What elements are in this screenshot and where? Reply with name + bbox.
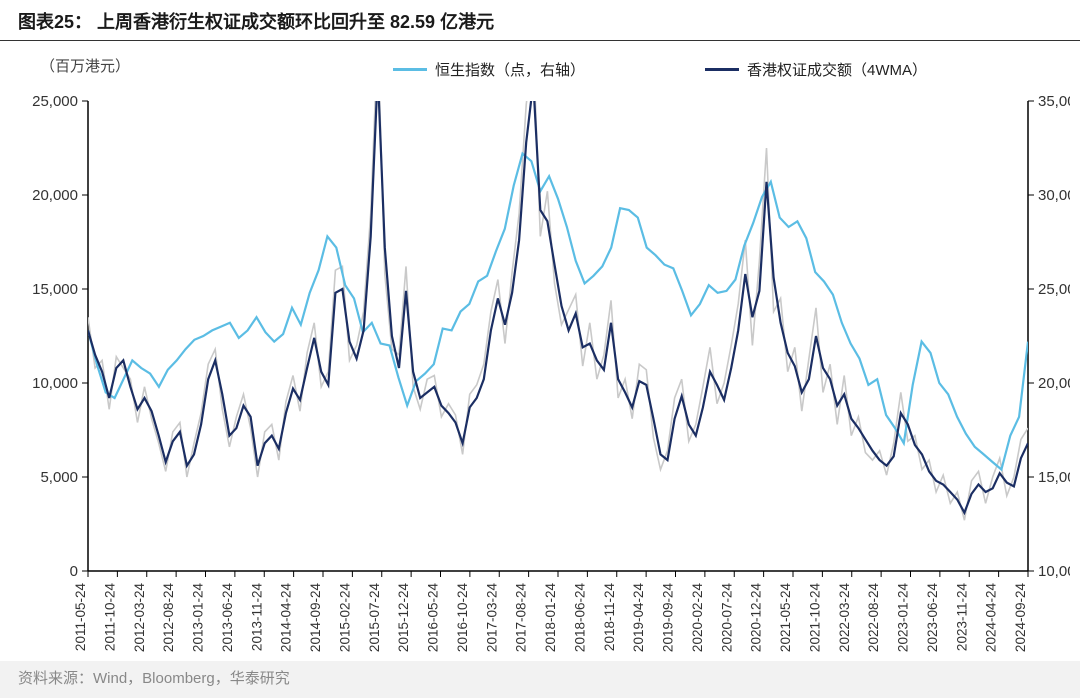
- svg-text:25,000: 25,000: [32, 93, 78, 110]
- svg-text:2012-03-24: 2012-03-24: [132, 583, 147, 653]
- svg-text:25,000: 25,000: [1038, 281, 1070, 298]
- legend-swatch-warrant: [705, 68, 739, 71]
- svg-text:10,000: 10,000: [1038, 563, 1070, 580]
- svg-text:15,000: 15,000: [32, 281, 78, 298]
- svg-text:2023-11-24: 2023-11-24: [954, 583, 969, 652]
- legend-item-hsi: 恒生指数（点，右轴）: [393, 59, 585, 80]
- chart-area: （百万港元） 恒生指数（点，右轴） 香港权证成交额（4WMA） 0 5,000 10…: [0, 41, 1080, 661]
- svg-text:5,000: 5,000: [40, 469, 78, 486]
- svg-text:2023-06-24: 2023-06-24: [925, 583, 940, 653]
- svg-text:2017-08-24: 2017-08-24: [514, 583, 529, 653]
- legend-label-warrant: 香港权证成交额（4WMA）: [747, 59, 927, 80]
- legend-item-warrant: 香港权证成交额（4WMA）: [705, 59, 927, 80]
- svg-text:2015-12-24: 2015-12-24: [396, 583, 411, 653]
- svg-text:2020-12-24: 2020-12-24: [749, 583, 764, 653]
- svg-text:2016-10-24: 2016-10-24: [455, 583, 470, 653]
- svg-text:2016-05-24: 2016-05-24: [426, 583, 441, 653]
- svg-text:2013-01-24: 2013-01-24: [191, 583, 206, 653]
- svg-text:2018-01-24: 2018-01-24: [543, 583, 558, 653]
- legend-label-hsi: 恒生指数（点，右轴）: [435, 59, 585, 80]
- chart-title: 图表25： 上周香港衍生权证成交额环比回升至 82.59 亿港元: [0, 0, 1080, 41]
- chart-svg: 0 5,000 10,000 15,000 20,000 25,000 10,000 15,0…: [10, 51, 1070, 661]
- svg-text:2015-07-24: 2015-07-24: [367, 583, 382, 653]
- chart-legend: 恒生指数（点，右轴） 香港权证成交额（4WMA）: [300, 59, 1020, 80]
- svg-text:35,000: 35,000: [1038, 93, 1070, 110]
- svg-text:20,000: 20,000: [1038, 375, 1070, 392]
- svg-text:2014-09-24: 2014-09-24: [308, 583, 323, 653]
- y-axis-unit: （百万港元）: [40, 55, 130, 76]
- svg-text:30,000: 30,000: [1038, 187, 1070, 204]
- svg-text:2017-03-24: 2017-03-24: [484, 583, 499, 653]
- svg-text:2013-11-24: 2013-11-24: [249, 583, 264, 652]
- svg-text:0: 0: [70, 563, 78, 580]
- svg-text:20,000: 20,000: [32, 187, 78, 204]
- svg-text:2012-08-24: 2012-08-24: [161, 583, 176, 653]
- svg-text:15,000: 15,000: [1038, 469, 1070, 486]
- svg-text:2021-10-24: 2021-10-24: [807, 583, 822, 653]
- svg-text:2020-02-24: 2020-02-24: [690, 583, 705, 653]
- svg-text:2011-05-24: 2011-05-24: [73, 583, 88, 652]
- svg-text:2014-04-24: 2014-04-24: [279, 583, 294, 653]
- svg-text:2019-04-24: 2019-04-24: [631, 583, 646, 653]
- svg-text:2023-01-24: 2023-01-24: [896, 583, 911, 653]
- legend-swatch-hsi: [393, 68, 427, 71]
- svg-text:10,000: 10,000: [32, 375, 78, 392]
- svg-text:2018-11-24: 2018-11-24: [602, 583, 617, 652]
- chart-container: 图表25： 上周香港衍生权证成交额环比回升至 82.59 亿港元 （百万港元） …: [0, 0, 1080, 698]
- svg-text:2022-03-24: 2022-03-24: [837, 583, 852, 653]
- svg-text:2021-05-24: 2021-05-24: [778, 583, 793, 653]
- svg-text:2024-04-24: 2024-04-24: [984, 583, 999, 653]
- svg-text:2024-09-24: 2024-09-24: [1013, 583, 1028, 653]
- svg-text:2022-08-24: 2022-08-24: [866, 583, 881, 653]
- svg-text:2020-07-24: 2020-07-24: [719, 583, 734, 653]
- svg-text:2011-10-24: 2011-10-24: [102, 583, 117, 652]
- svg-text:2019-09-24: 2019-09-24: [661, 583, 676, 653]
- svg-text:2015-02-24: 2015-02-24: [337, 583, 352, 653]
- svg-text:2013-06-24: 2013-06-24: [220, 583, 235, 653]
- chart-source: 资料来源：Wind，Bloomberg，华泰研究: [0, 661, 1080, 698]
- svg-text:2018-06-24: 2018-06-24: [572, 583, 587, 653]
